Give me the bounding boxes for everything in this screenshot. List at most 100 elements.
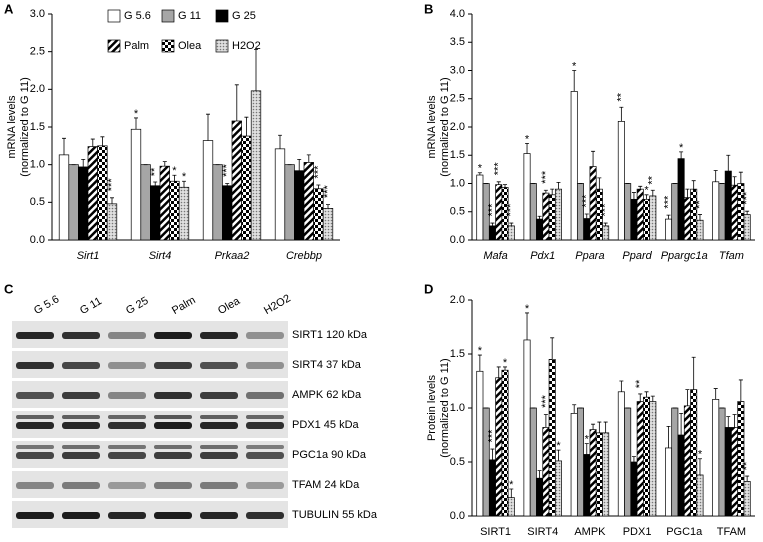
x-tick-label: Crebbp	[286, 250, 322, 262]
blot-band	[154, 362, 192, 369]
blot-band	[108, 445, 146, 449]
significance: ***	[600, 203, 612, 217]
significance: ***	[493, 162, 505, 176]
error-bar	[496, 366, 501, 378]
blot-band	[200, 392, 238, 399]
blot-band	[246, 332, 284, 339]
bar	[542, 192, 550, 241]
blot-band	[62, 422, 100, 429]
bar	[677, 158, 685, 241]
error-bar	[745, 210, 750, 215]
bar	[718, 407, 726, 517]
error-bar	[543, 189, 548, 194]
bar	[595, 432, 603, 517]
significance: **	[694, 200, 706, 209]
error-bar	[597, 421, 602, 433]
y-tick-label: 0.5	[450, 456, 465, 468]
legend-swatch	[161, 9, 175, 23]
blot-band	[154, 452, 192, 459]
bar	[554, 188, 562, 241]
bar	[231, 120, 242, 241]
x-tick-label: PDX1	[623, 526, 652, 538]
panel-label: A	[4, 1, 14, 16]
legend-label: H2O2	[232, 40, 261, 52]
error-bar	[644, 391, 649, 398]
bar	[665, 447, 673, 517]
panel-label: B	[424, 1, 433, 16]
error-bar	[162, 161, 167, 167]
legend-label: G 5.6	[124, 10, 151, 22]
error-bar	[691, 356, 696, 390]
error-bar	[537, 470, 542, 479]
lane-label: Palm	[170, 294, 198, 317]
error-bar	[597, 177, 602, 190]
error-bar	[490, 222, 495, 226]
blot-band	[246, 392, 284, 399]
bar	[476, 370, 484, 517]
significance: *	[478, 163, 483, 175]
significance: *	[585, 434, 590, 446]
bar	[482, 407, 490, 517]
blot-strip	[12, 351, 288, 378]
error-bar	[619, 106, 624, 122]
error-bar	[679, 413, 684, 435]
panel-label: C	[4, 281, 14, 296]
blot-band	[246, 422, 284, 429]
bar	[202, 140, 214, 241]
y-tick-label: 0.5	[450, 206, 465, 218]
bar	[542, 427, 550, 517]
blot-band	[108, 482, 146, 489]
blot-band	[246, 512, 284, 519]
blot-strip	[12, 381, 288, 408]
row-label: AMPK 62 kDa	[292, 389, 362, 401]
significance: ***	[741, 191, 753, 205]
error-bar	[172, 174, 177, 182]
y-tick-label: 2.5	[30, 46, 45, 58]
bar	[671, 183, 679, 241]
bar	[737, 401, 745, 517]
error-bar	[477, 354, 482, 372]
bar	[58, 154, 70, 241]
bar	[624, 183, 632, 241]
blot-band	[16, 482, 54, 489]
significance: **	[634, 379, 646, 388]
error-bar	[62, 137, 66, 155]
error-bar	[713, 170, 718, 182]
legend-swatch	[215, 9, 229, 23]
y-tick-label: 1.5	[450, 348, 465, 360]
x-tick-label: Tfam	[719, 250, 744, 262]
blot-band	[154, 332, 192, 339]
bar	[731, 427, 739, 517]
blot-band	[108, 332, 146, 339]
y-tick-label: 3.0	[30, 8, 45, 20]
bar	[731, 184, 739, 241]
bar	[617, 391, 625, 517]
bar	[696, 474, 704, 517]
bar	[683, 197, 691, 241]
error-bar	[234, 84, 239, 121]
bar	[671, 407, 679, 517]
blot-band	[154, 415, 192, 419]
bar	[617, 120, 625, 241]
blot-strip	[12, 411, 288, 438]
bar	[507, 225, 515, 241]
y-tick-label: 1.0	[30, 159, 45, 171]
error-bar	[650, 189, 655, 196]
x-tick-label: Prkaa2	[215, 250, 250, 262]
error-bar	[244, 116, 249, 137]
bar	[690, 389, 698, 517]
bar	[529, 407, 537, 517]
bar	[724, 170, 732, 241]
bar	[636, 188, 644, 241]
row-label: SIRT1 120 kDa	[292, 329, 368, 341]
blot-band	[154, 445, 192, 449]
x-tick-label: TFAM	[717, 526, 746, 538]
blot-band	[108, 362, 146, 369]
blot-band	[108, 422, 146, 429]
blot-band	[16, 332, 54, 339]
y-tick-label: 1.0	[450, 402, 465, 414]
blot-band	[200, 415, 238, 419]
blot-band	[108, 512, 146, 519]
significance: *	[172, 165, 177, 177]
error-bar	[477, 172, 482, 176]
